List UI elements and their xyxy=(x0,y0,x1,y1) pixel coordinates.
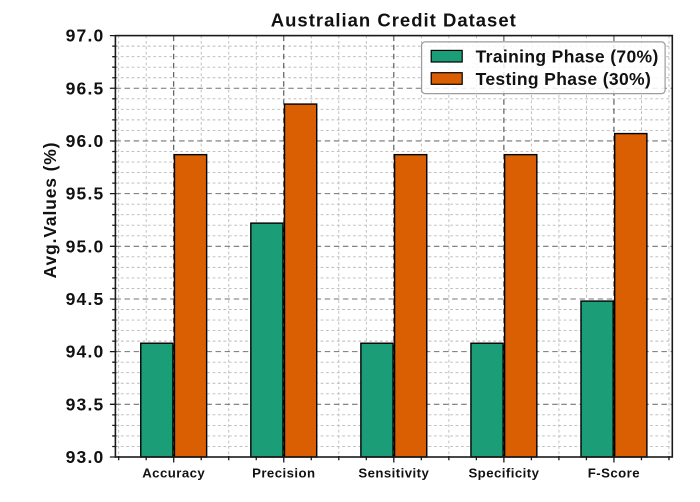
svg-text:Sensitivity: Sensitivity xyxy=(358,466,429,481)
svg-text:93.5: 93.5 xyxy=(66,394,105,414)
svg-text:94.0: 94.0 xyxy=(66,342,105,362)
svg-text:Specificity: Specificity xyxy=(468,466,539,481)
svg-text:93.0: 93.0 xyxy=(66,447,105,467)
svg-text:Precision: Precision xyxy=(252,466,315,481)
svg-text:97.0: 97.0 xyxy=(66,26,105,46)
svg-text:Testing Phase (30%): Testing Phase (30%) xyxy=(476,69,652,89)
svg-text:F-Score: F-Score xyxy=(588,466,640,481)
svg-text:Accuracy: Accuracy xyxy=(142,466,205,481)
svg-text:95.5: 95.5 xyxy=(66,184,105,204)
svg-text:95.0: 95.0 xyxy=(66,236,105,256)
svg-text:Avg.Values (%): Avg.Values (%) xyxy=(40,142,60,279)
svg-text:Training Phase (70%): Training Phase (70%) xyxy=(476,47,659,67)
svg-text:96.5: 96.5 xyxy=(66,78,105,98)
svg-text:96.0: 96.0 xyxy=(66,131,105,151)
svg-text:Australian Credit Dataset: Australian Credit Dataset xyxy=(271,10,517,31)
svg-text:94.5: 94.5 xyxy=(66,289,105,309)
